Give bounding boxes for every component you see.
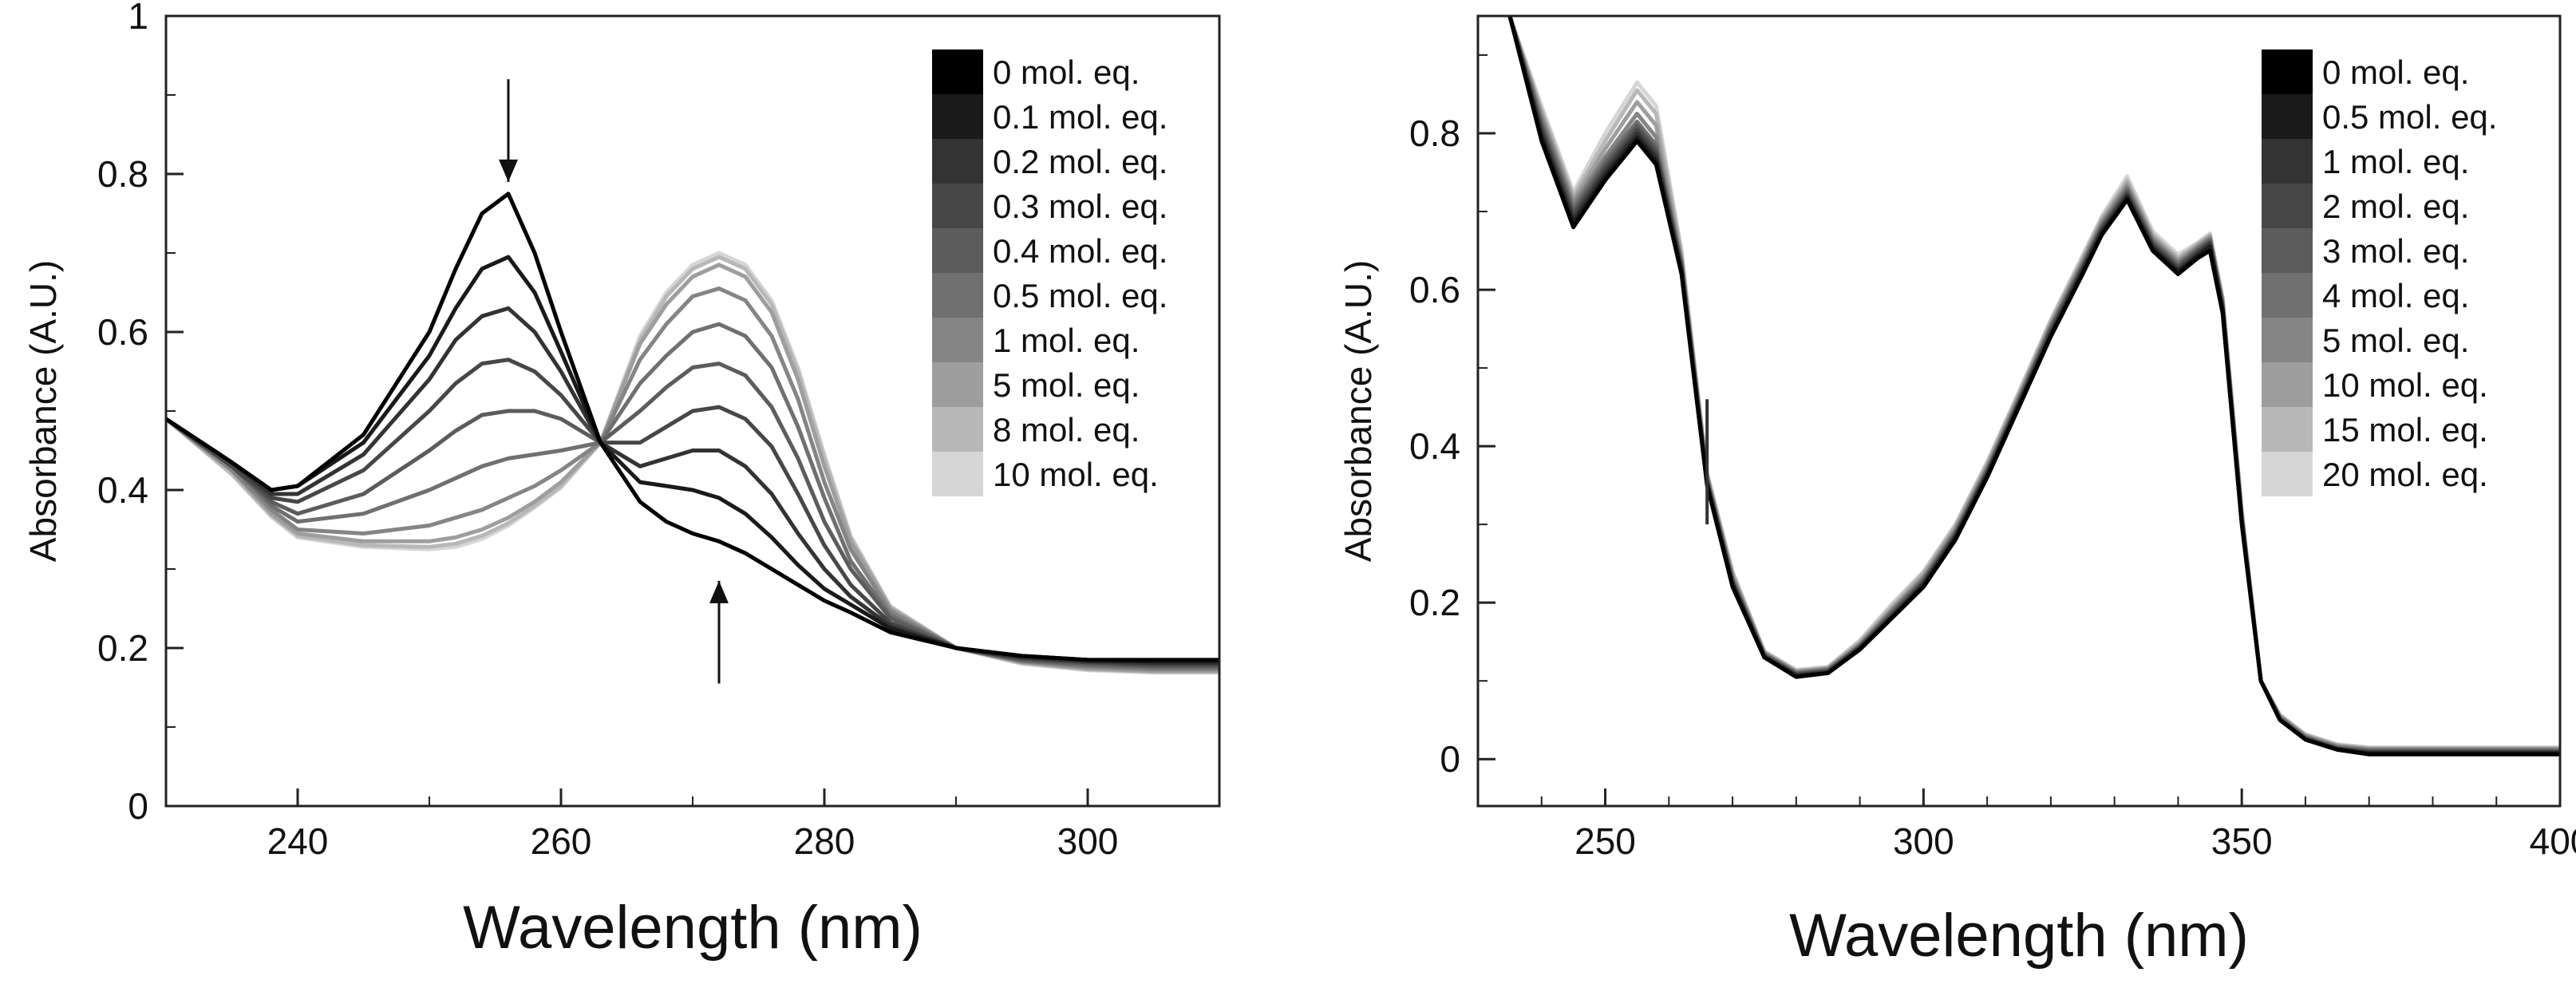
left-arrow-head-up: [709, 580, 729, 603]
right-y-tick-label: 0.2: [1409, 582, 1460, 623]
left-legend-swatch: [932, 273, 983, 318]
right-y-tick-label: 0.6: [1409, 269, 1460, 310]
left-legend-swatch: [932, 49, 983, 94]
right-legend-label: 20 mol. eq.: [2322, 456, 2488, 493]
left-legend-swatch: [932, 318, 983, 362]
right-x-tick-label: 400: [2530, 820, 2576, 862]
left-legend-swatch: [932, 362, 983, 407]
left-legend-label: 0.3 mol. eq.: [993, 188, 1167, 225]
right-legend-swatch: [2262, 452, 2313, 496]
left-series-line-1: [166, 192, 1219, 662]
left-y-tick-label: 1: [128, 0, 148, 37]
left-legend-swatch: [932, 184, 983, 228]
left-series-group: [166, 192, 1219, 675]
left-arrow-head-down: [499, 159, 518, 182]
left-legend-label: 0 mol. eq.: [993, 53, 1140, 91]
right-legend-swatch: [2262, 273, 2313, 318]
right-legend-swatch: [2262, 407, 2313, 452]
right-legend-swatch: [2262, 318, 2313, 362]
left-x-tick-label: 300: [1057, 820, 1119, 862]
left-x-tick-label: 280: [794, 820, 855, 862]
left-axis-ticks: 240 260 280 300 0 0.2 0.4 0.6 0.8 1: [97, 0, 1220, 862]
left-legend-label: 8 mol. eq.: [993, 411, 1140, 449]
right-legend-label: 0 mol. eq.: [2322, 53, 2469, 91]
right-legend: 0 mol. eq. 0.5 mol. eq. 1 mol. eq. 2 mol. e…: [2262, 49, 2497, 496]
right-legend-label: 2 mol. eq.: [2322, 188, 2469, 225]
left-x-tick-label: 240: [267, 820, 329, 862]
left-legend: 0 mol. eq. 0.1 mol. eq. 0.2 mol. eq. 0.3 mo…: [932, 49, 1167, 496]
right-legend-label: 4 mol. eq.: [2322, 277, 2469, 314]
left-legend-swatch: [932, 94, 983, 139]
chart-right: 250 300 350 400 0 0.2 0.4 0.6 0.8 0 mol. eq. 0.5 …: [1337, 14, 2576, 970]
left-legend-swatch: [932, 407, 983, 452]
left-y-tick-label: 0: [128, 785, 148, 827]
left-legend-label: 10 mol. eq.: [993, 456, 1159, 493]
right-y-axis-label: Absorbance (A.U.): [1337, 260, 1379, 562]
right-x-tick-label: 300: [1893, 820, 1954, 862]
left-legend-label: 0.5 mol. eq.: [993, 277, 1167, 314]
left-legend-label: 0.1 mol. eq.: [993, 98, 1167, 136]
right-legend-swatch: [2262, 228, 2313, 273]
right-legend-label: 1 mol. eq.: [2322, 143, 2469, 180]
right-y-tick-label: 0.8: [1409, 113, 1460, 154]
right-y-tick-label: 0: [1440, 738, 1460, 780]
right-legend-label: 15 mol. eq.: [2322, 411, 2488, 449]
left-x-axis-label: Wavelength (nm): [463, 894, 923, 962]
right-legend-label: 3 mol. eq.: [2322, 232, 2469, 270]
right-series-line-1: [1506, 16, 2560, 757]
right-x-axis-label: Wavelength (nm): [1789, 902, 2249, 970]
left-y-axis-label: Absorbance (A.U.): [22, 260, 64, 562]
right-axis-ticks: 250 300 350 400 0 0.2 0.4 0.6 0.8: [1409, 54, 2576, 862]
right-legend-label: 5 mol. eq.: [2322, 322, 2469, 359]
right-y-tick-label: 0.4: [1409, 425, 1460, 467]
right-legend-swatch: [2262, 139, 2313, 184]
right-legend-label: 10 mol. eq.: [2322, 366, 2488, 404]
left-legend-label: 0.2 mol. eq.: [993, 143, 1167, 180]
right-series-group: [1506, 16, 2560, 757]
chart-left: 240 260 280 300 0 0.2 0.4 0.6 0.8 1 0 mol. eq. 0.1…: [22, 0, 1221, 962]
left-y-tick-label: 0.4: [97, 469, 148, 511]
left-y-tick-label: 0.8: [97, 153, 148, 195]
left-legend-swatch: [932, 452, 983, 496]
left-legend-label: 1 mol. eq.: [993, 322, 1140, 359]
left-legend-swatch: [932, 228, 983, 273]
right-plot-frame: [1476, 14, 2562, 808]
left-annotations: [499, 79, 729, 684]
right-legend-swatch: [2262, 362, 2313, 407]
right-legend-label: 0.5 mol. eq.: [2322, 98, 2497, 136]
right-legend-swatch: [2262, 94, 2313, 139]
right-legend-swatch: [2262, 184, 2313, 228]
left-series-line-4: [166, 358, 1219, 667]
left-legend-label: 0.4 mol. eq.: [993, 232, 1167, 270]
right-legend-swatch: [2262, 49, 2313, 94]
left-y-tick-label: 0.6: [97, 311, 148, 353]
left-x-tick-label: 260: [531, 820, 592, 862]
left-legend-swatch: [932, 139, 983, 184]
right-x-tick-label: 350: [2211, 820, 2273, 862]
left-legend-label: 5 mol. eq.: [993, 366, 1140, 404]
left-y-tick-label: 0.2: [97, 627, 148, 669]
right-x-tick-label: 250: [1574, 820, 1636, 862]
